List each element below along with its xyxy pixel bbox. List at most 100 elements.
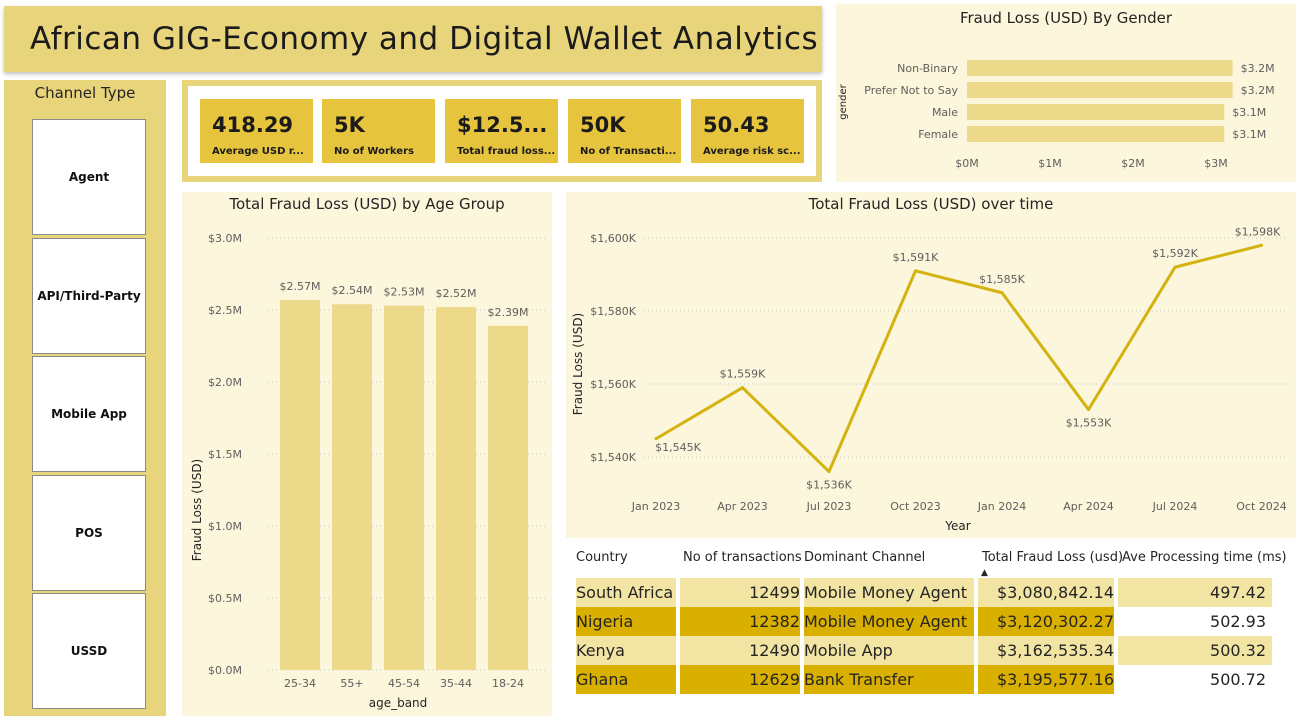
kpi-value: 418.29 (212, 113, 294, 137)
time-x-tick: Apr 2023 (717, 500, 768, 513)
table-row[interactable]: South Africa 12499 Mobile Money Agent $3,08… (572, 578, 1290, 607)
kpi-card-average-usd[interactable]: 418.29 Average USD r... (200, 99, 313, 163)
time-point (654, 437, 658, 441)
time-x-tick: Jul 2024 (1152, 500, 1198, 513)
table-cell: Ghana (576, 665, 676, 694)
time-point (1087, 408, 1090, 412)
channel-option-agent[interactable]: Agent (32, 119, 146, 235)
table-cell: Nigeria (576, 607, 676, 636)
time-point (1173, 265, 1177, 269)
table-cell: 500.72 (1118, 665, 1272, 694)
kpi-label: No of Workers (334, 146, 414, 157)
gender-data-label: $3.2M (1241, 84, 1275, 97)
col-header-total-fraud-loss[interactable]: Total Fraud Loss (usd) (982, 550, 1124, 565)
age-y-axis-title: Fraud Loss (USD) (190, 459, 204, 562)
kpi-value: 5K (334, 113, 365, 137)
report-title-banner: African GIG-Economy and Digital Wallet A… (4, 6, 822, 72)
gender-axis-title: gender (838, 83, 849, 119)
col-header-dominant-channel[interactable]: Dominant Channel (804, 550, 926, 565)
time-data-label: $1,592K (1152, 247, 1198, 260)
age-y-tick: $2.0M (208, 376, 242, 389)
report-title: African GIG-Economy and Digital Wallet A… (30, 21, 819, 57)
age-y-tick: $1.5M (208, 448, 242, 461)
channel-option-pos[interactable]: POS (32, 475, 146, 591)
gender-category-label: Male (932, 106, 958, 119)
time-data-label: $1,559K (720, 368, 766, 381)
kpi-label: Total fraud loss... (457, 146, 556, 157)
gender-data-label: $3.2M (1241, 62, 1275, 75)
time-point (1000, 291, 1004, 295)
table-cell: 500.32 (1118, 636, 1272, 665)
age-bar (280, 299, 320, 670)
col-header-transactions[interactable]: No of transactions (683, 550, 802, 565)
table-cell: Bank Transfer (804, 665, 974, 694)
kpi-label: Average risk sc... (703, 146, 801, 157)
time-y-axis-title: Fraud Loss (USD) (571, 313, 585, 416)
table-cell: $3,162,535.34 (978, 636, 1114, 665)
age-x-tick: 35-44 (440, 677, 472, 690)
table-cell: 502.93 (1118, 607, 1272, 636)
table-cell: Mobile Money Agent (804, 607, 974, 636)
time-data-label: $1,536K (806, 479, 852, 492)
age-chart-panel: Total Fraud Loss (USD) by Age Group $0.0… (182, 192, 552, 716)
age-x-tick: 55+ (340, 677, 363, 690)
table-row[interactable]: Ghana 12629 Bank Transfer $3,195,577.16 500.… (572, 665, 1290, 694)
time-chart: $1,540K $1,560K $1,580K $1,600K Fraud Loss (… (571, 225, 1288, 533)
time-point (914, 269, 917, 273)
table-row[interactable]: Kenya 12490 Mobile App $3,162,535.34 500.32 (572, 636, 1290, 665)
sort-desc-icon[interactable]: ▲ (981, 568, 988, 578)
kpi-card-average-risk-score[interactable]: 50.43 Average risk sc... (691, 99, 804, 163)
gender-chart-panel: Fraud Loss (USD) By Gender gender Non-Bin… (836, 4, 1296, 182)
gender-chart: gender Non-Binary $3.2M Prefer Not to Say $3… (838, 60, 1275, 170)
gender-category-label: Female (918, 128, 958, 141)
kpi-card-total-fraud-loss[interactable]: $12.5... Total fraud loss... (445, 99, 558, 163)
kpi-card-workers[interactable]: 5K No of Workers (322, 99, 435, 163)
gender-x-tick: $3M (1204, 157, 1228, 170)
channel-option-mobile-app[interactable]: Mobile App (32, 356, 146, 472)
channel-option-api-third-party[interactable]: API/Third-Party (32, 238, 146, 354)
time-x-tick: Jan 2024 (977, 500, 1026, 513)
time-point (741, 386, 744, 390)
time-chart-title: Total Fraud Loss (USD) over time (808, 195, 1054, 213)
col-header-processing-time[interactable]: Ave Processing time (ms) (1122, 550, 1287, 565)
table-cell: $3,195,577.16 (978, 665, 1114, 694)
time-data-label: $1,591K (893, 251, 939, 264)
time-x-tick: Jul 2023 (806, 500, 852, 513)
gender-bar (967, 60, 1233, 76)
gender-bar (967, 126, 1225, 142)
table-cell: 497.42 (1118, 578, 1272, 607)
kpi-value: 50K (580, 113, 626, 137)
age-x-axis-title: age_band (369, 696, 428, 710)
table-cell: 12499 (680, 578, 800, 607)
time-y-tick: $1,540K (590, 451, 636, 464)
kpi-card-transactions[interactable]: 50K No of Transacti... (568, 99, 681, 163)
channel-option-ussd[interactable]: USSD (32, 593, 146, 709)
col-header-country[interactable]: Country (576, 550, 628, 565)
kpi-value: 50.43 (703, 113, 770, 137)
table-cell: South Africa (576, 578, 676, 607)
age-x-tick: 18-24 (492, 677, 524, 690)
table-cell: 12629 (680, 665, 800, 694)
gender-category-label: Non-Binary (897, 62, 958, 75)
table-row[interactable]: Nigeria 12382 Mobile Money Agent $3,120,302… (572, 607, 1290, 636)
age-data-label: $2.54M (332, 284, 373, 297)
table-cell: Mobile App (804, 636, 974, 665)
time-chart-panel: Total Fraud Loss (USD) over time $1,540K… (566, 192, 1296, 538)
gender-bar (967, 82, 1233, 98)
gender-chart-title: Fraud Loss (USD) By Gender (959, 9, 1173, 27)
age-bar (332, 304, 372, 670)
kpi-label: Average USD r... (212, 146, 304, 157)
time-y-tick: $1,600K (590, 232, 636, 245)
time-series-line (655, 243, 1262, 474)
time-x-tick: Apr 2024 (1063, 500, 1114, 513)
table-cell: 12382 (680, 607, 800, 636)
kpi-label: No of Transacti... (580, 146, 677, 157)
age-data-label: $2.52M (436, 287, 477, 300)
age-bar (488, 325, 528, 670)
gender-data-label: $3.1M (1232, 128, 1266, 141)
table-cell: $3,120,302.27 (978, 607, 1114, 636)
time-y-tick: $1,560K (590, 378, 636, 391)
time-x-tick: Jan 2023 (631, 500, 680, 513)
time-data-label: $1,598K (1235, 225, 1281, 238)
kpi-value: $12.5... (457, 113, 548, 137)
